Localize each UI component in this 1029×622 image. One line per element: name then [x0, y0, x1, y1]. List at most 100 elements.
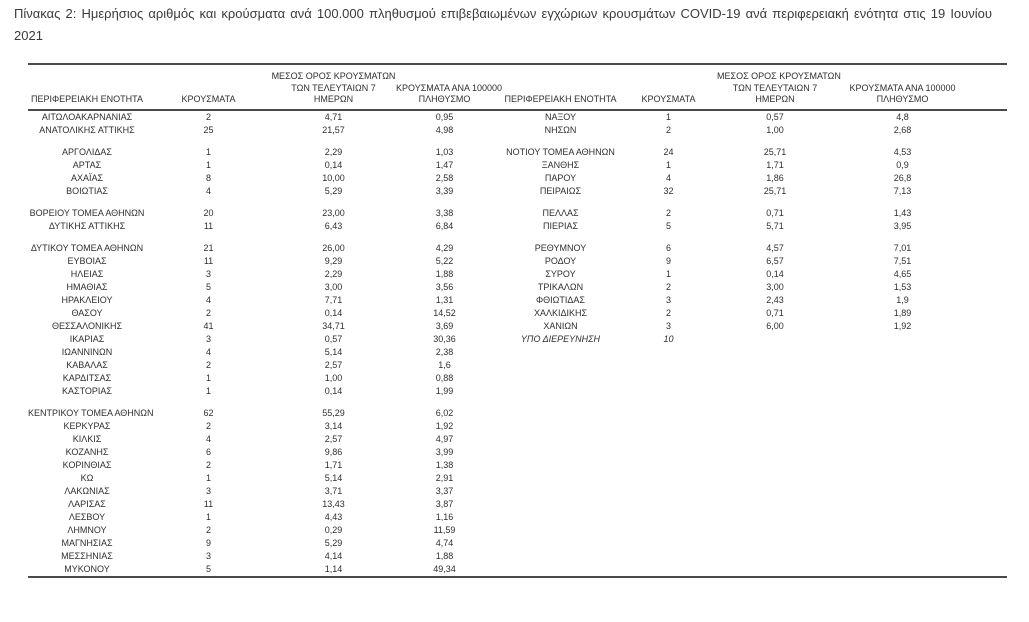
cases-cell: 2	[205, 459, 211, 470]
per100k-cell: 1,47	[435, 159, 454, 170]
table-row: ΚΕΡΚΥΡΑΣ 2 3,14 1,92	[28, 420, 1007, 433]
avg7-cell	[717, 407, 833, 420]
table-row: ΛΕΣΒΟΥ 1 4,43 1,16	[28, 511, 1007, 524]
region-cell: ΤΡΙΚΑΛΩΝ	[537, 281, 584, 292]
per100k-cell	[833, 524, 1007, 537]
region-cell: ΑΙΤΩΛΟΑΚΑΡΝΑΝΙΑΣ	[41, 111, 133, 122]
avg7-cell: 3,14	[324, 420, 343, 431]
cases-cell: 32	[663, 185, 674, 196]
table-row: ΒΟΡΕΙΟΥ ΤΟΜΕΑ ΑΘΗΝΩΝ 20 23,00 3,38 ΠΕΛΛΑΣ 2 0,…	[28, 207, 1007, 220]
avg7-cell	[717, 498, 833, 511]
region-cell: ΚΕΡΚΥΡΑΣ	[63, 420, 111, 431]
table-row: ΚΑΡΔΙΤΣΑΣ 1 1,00 0,88	[28, 372, 1007, 385]
avg7-cell	[717, 537, 833, 550]
avg7-cell	[717, 472, 833, 485]
per100k-cell: 3,56	[435, 281, 454, 292]
header-region-left: ΠΕΡΙΦΕΡΕΙΑΚΗ ΕΝΟΤΗΤΑ	[28, 64, 146, 111]
avg7-cell	[717, 346, 833, 359]
cases-cell: 4	[205, 294, 211, 305]
table-row: ΛΑΚΩΝΙΑΣ 3 3,71 3,37	[28, 485, 1007, 498]
cases-cell: 2	[205, 420, 211, 431]
cases-cell: 24	[663, 146, 674, 157]
per100k-cell	[833, 420, 1007, 433]
per100k-cell: 1,31	[435, 294, 454, 305]
table-row: ΚΑΒΑΛΑΣ 2 2,57 1,6	[28, 359, 1007, 372]
avg7-cell	[717, 563, 833, 577]
table-row: ΘΑΣΟΥ 2 0,14 14,52 ΧΑΛΚΙΔΙΚΗΣ 2 0,71 1,89	[28, 307, 1007, 320]
avg7-cell: 5,71	[766, 220, 784, 231]
cases-cell	[620, 485, 717, 498]
spacer-row	[28, 198, 1007, 207]
cases-cell	[620, 524, 717, 537]
avg7-cell: 3,00	[324, 281, 343, 292]
region-cell: ΒΟΙΩΤΙΑΣ	[66, 185, 108, 196]
cases-cell: 2	[205, 307, 211, 318]
cases-cell: 5	[205, 281, 211, 292]
avg7-cell: 2,29	[324, 268, 343, 279]
region-cell: ΞΑΝΘΗΣ	[541, 159, 580, 170]
cases-cell: 11	[203, 255, 214, 266]
per100k-cell: 7,13	[893, 185, 912, 196]
spacer-cell	[28, 398, 1007, 407]
per100k-cell: 3,39	[435, 185, 454, 196]
table-row: ΚΩ 1 5,14 2,91	[28, 472, 1007, 485]
avg7-cell: 4,43	[324, 511, 343, 522]
cases-cell: 2	[665, 307, 671, 318]
table-row: ΒΟΙΩΤΙΑΣ 4 5,29 3,39 ΠΕΙΡΑΙΩΣ 32 25,71 7,13	[28, 185, 1007, 198]
cases-cell: 1	[665, 268, 671, 279]
region-cell: ΑΡΤΑΣ	[72, 159, 102, 170]
avg7-cell: 4,14	[324, 550, 343, 561]
avg7-cell: 0,57	[766, 111, 784, 122]
per100k-cell: 1,38	[435, 459, 454, 470]
per100k-cell	[833, 346, 1007, 359]
region-cell	[501, 359, 620, 372]
per100k-cell: 0,9	[896, 159, 909, 170]
cases-cell: 1	[205, 372, 211, 383]
region-cell	[501, 346, 620, 359]
region-cell	[501, 485, 620, 498]
cases-cell: 11	[203, 498, 214, 509]
cases-cell	[620, 407, 717, 420]
avg7-cell: 0,14	[324, 307, 343, 318]
header-avg7-left: ΜΕΣΟΣ ΟΡΟΣ ΚΡΟΥΣΜΑΤΩΝ ΤΩΝ ΤΕΛΕΥΤΑΙΩΝ 7 Η…	[271, 64, 396, 111]
per100k-cell: 1,99	[435, 385, 454, 396]
cases-cell	[620, 372, 717, 385]
region-cell	[501, 524, 620, 537]
avg7-cell: 1,00	[766, 124, 784, 135]
avg7-cell	[717, 550, 833, 563]
cases-cell: 2	[665, 207, 671, 218]
region-cell: ΦΘΙΩΤΙΔΑΣ	[536, 294, 585, 305]
region-cell	[501, 472, 620, 485]
region-cell: ΘΑΣΟΥ	[71, 307, 103, 318]
cases-cell: 1	[205, 146, 211, 157]
region-cell	[501, 537, 620, 550]
cases-cell	[620, 385, 717, 398]
cases-cell: 2	[205, 359, 211, 370]
table-row: ΙΚΑΡΙΑΣ 3 0,57 30,36 ΥΠΟ ΔΙΕΡΕΥΝΗΣΗ 10	[28, 333, 1007, 346]
header-region-right: ΠΕΡΙΦΕΡΕΙΑΚΗ ΕΝΟΤΗΤΑ	[501, 64, 620, 111]
avg7-cell: 26,00	[322, 242, 345, 253]
table-row: ΑΙΤΩΛΟΑΚΑΡΝΑΝΙΑΣ 2 4,71 0,95 ΝΑΞΟΥ 1 0,57 4,8	[28, 110, 1007, 124]
region-cell: ΥΠΟ ΔΙΕΡΕΥΝΗΣΗ	[520, 333, 601, 344]
avg7-cell: 5,29	[324, 537, 343, 548]
avg7-cell: 34,71	[322, 320, 345, 331]
cases-cell	[620, 420, 717, 433]
region-cell: ΔΥΤΙΚΟΥ ΤΟΜΕΑ ΑΘΗΝΩΝ	[30, 242, 144, 253]
table-row: ΑΡΤΑΣ 1 0,14 1,47 ΞΑΝΘΗΣ 1 1,71 0,9	[28, 159, 1007, 172]
per100k-cell: 1,43	[893, 207, 912, 218]
avg7-cell	[717, 433, 833, 446]
per100k-cell: 4,65	[893, 268, 912, 279]
region-cell: ΚΟΖΑΝΗΣ	[65, 446, 109, 457]
region-cell: ΗΛΕΙΑΣ	[70, 268, 104, 279]
region-cell: ΛΕΣΒΟΥ	[68, 511, 106, 522]
avg7-cell	[717, 359, 833, 372]
table-row: ΑΝΑΤΟΛΙΚΗΣ ΑΤΤΙΚΗΣ 25 21,57 4,98 ΝΗΣΩΝ 2 1,00 2…	[28, 124, 1007, 137]
table-row: ΚΙΛΚΙΣ 4 2,57 4,97	[28, 433, 1007, 446]
region-cell: ΛΗΜΝΟΥ	[67, 524, 107, 535]
per100k-cell	[833, 446, 1007, 459]
region-cell: ΡΟΔΟΥ	[544, 255, 577, 266]
table-row: ΘΕΣΣΑΛΟΝΙΚΗΣ 41 34,71 3,69 ΧΑΝΙΩΝ 3 6,00 1,92	[28, 320, 1007, 333]
header-cases-left: ΚΡΟΥΣΜΑΤΑ	[146, 64, 271, 111]
cases-cell: 25	[203, 124, 214, 135]
per100k-cell: 3,99	[435, 446, 454, 457]
